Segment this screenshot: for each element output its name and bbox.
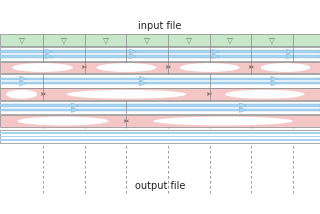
Bar (0, 104, 320, 107)
Bar (0, 34, 320, 46)
Ellipse shape (225, 90, 305, 99)
Bar (0, 82, 320, 85)
Polygon shape (287, 49, 294, 54)
Text: ✂: ✂ (41, 93, 46, 98)
Bar (0, 101, 320, 114)
Polygon shape (129, 54, 136, 59)
Ellipse shape (67, 90, 186, 99)
Polygon shape (71, 103, 78, 108)
Bar (0, 109, 320, 111)
Text: ▽: ▽ (228, 36, 233, 45)
Polygon shape (139, 81, 146, 86)
Bar (0, 51, 320, 53)
Polygon shape (129, 49, 136, 54)
Polygon shape (212, 49, 220, 54)
Bar (0, 77, 320, 80)
Text: ✂: ✂ (207, 93, 212, 98)
Ellipse shape (180, 63, 240, 72)
Text: ✂: ✂ (249, 66, 254, 71)
Polygon shape (271, 81, 278, 86)
Text: ▽: ▽ (144, 36, 150, 45)
Text: ▽: ▽ (61, 36, 67, 45)
Bar (0, 132, 320, 134)
Text: ▽: ▽ (269, 36, 275, 45)
Bar (0, 62, 320, 73)
Ellipse shape (12, 63, 73, 72)
Text: ▽: ▽ (186, 36, 192, 45)
Ellipse shape (96, 63, 156, 72)
Polygon shape (239, 107, 246, 113)
Text: ✂: ✂ (82, 66, 87, 71)
Ellipse shape (6, 90, 37, 99)
Polygon shape (271, 76, 278, 81)
Bar (0, 47, 320, 61)
Bar (0, 74, 320, 88)
Bar (0, 55, 320, 58)
Polygon shape (212, 54, 220, 59)
Bar (0, 130, 320, 143)
Polygon shape (20, 81, 27, 86)
Polygon shape (239, 103, 246, 108)
Ellipse shape (261, 63, 310, 72)
Ellipse shape (18, 117, 109, 125)
Text: ▽: ▽ (103, 36, 108, 45)
Bar (0, 115, 320, 127)
Bar (0, 136, 320, 137)
Polygon shape (45, 49, 52, 54)
Polygon shape (287, 54, 294, 59)
Polygon shape (71, 107, 78, 113)
Text: input file: input file (138, 21, 182, 31)
Text: output file: output file (135, 181, 185, 191)
Bar (0, 139, 320, 141)
Polygon shape (45, 54, 52, 59)
Ellipse shape (154, 117, 293, 125)
Text: ▽: ▽ (19, 36, 25, 45)
Text: ✂: ✂ (124, 119, 129, 125)
Polygon shape (139, 76, 146, 81)
Polygon shape (20, 76, 27, 81)
Text: ✂: ✂ (165, 66, 171, 71)
Bar (0, 88, 320, 100)
